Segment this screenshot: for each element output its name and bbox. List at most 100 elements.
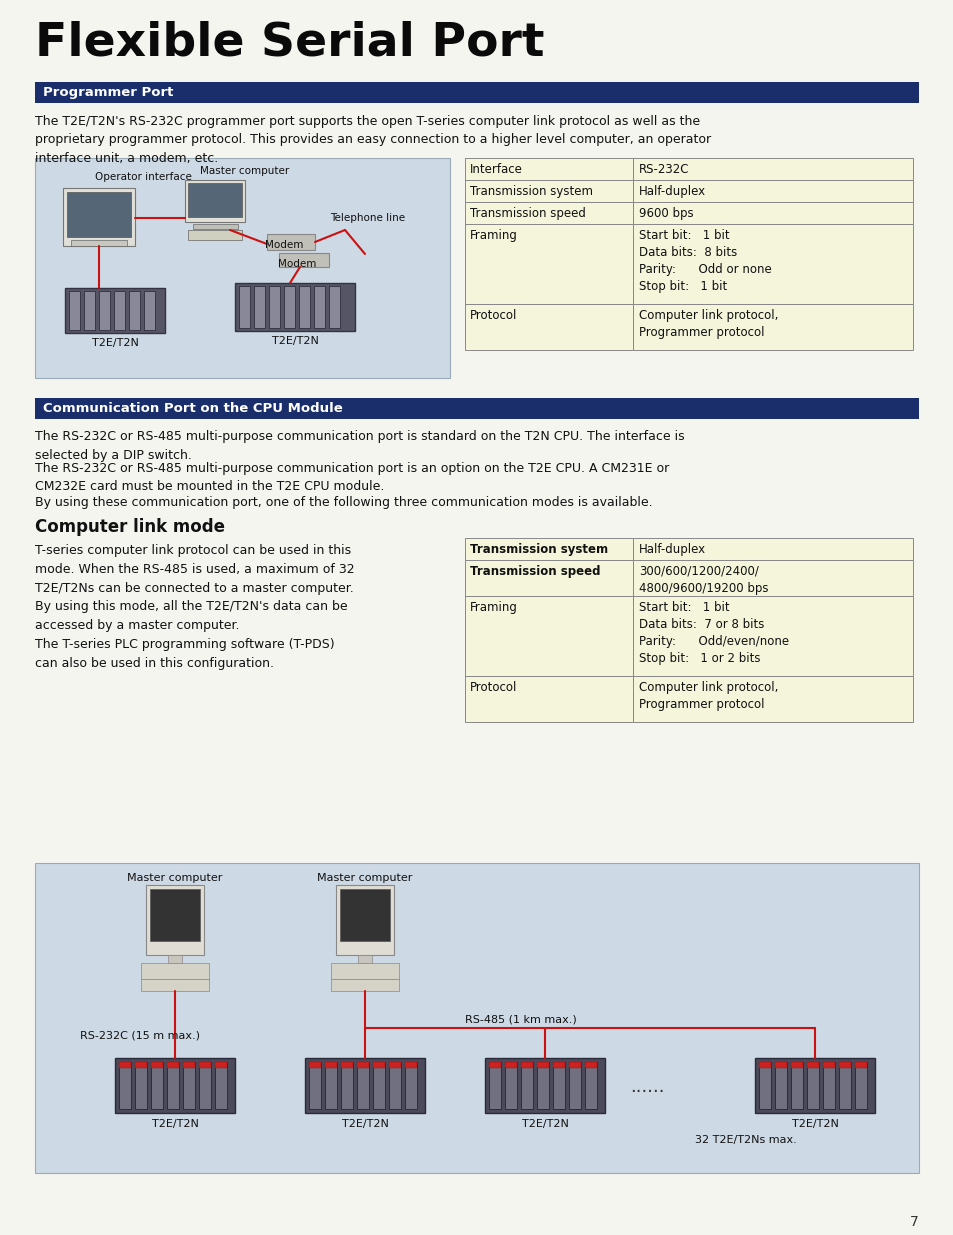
Bar (405, 1062, 416, 1109)
Bar (151, 1062, 163, 1068)
Bar (790, 1062, 802, 1109)
Bar (168, 955, 182, 963)
Bar (284, 287, 294, 329)
Bar (71, 240, 127, 246)
Bar (838, 1062, 850, 1109)
Bar (537, 1062, 548, 1068)
Bar (504, 1062, 517, 1068)
Bar (325, 1062, 336, 1109)
Bar (129, 291, 140, 330)
Bar (633, 538, 912, 559)
Bar (183, 1062, 194, 1068)
Text: Transmission system: Transmission system (470, 185, 593, 198)
Text: T2E/T2N: T2E/T2N (521, 1119, 568, 1129)
Bar (35, 82, 918, 103)
Bar (99, 291, 110, 330)
Bar (146, 885, 204, 955)
Text: Telephone line: Telephone line (330, 212, 405, 224)
Bar (822, 1062, 834, 1068)
Bar (464, 676, 633, 722)
Bar (774, 1062, 786, 1068)
Bar (35, 158, 450, 378)
Bar (504, 1062, 517, 1109)
Bar (822, 1062, 834, 1109)
Text: T2E/T2N: T2E/T2N (341, 1119, 388, 1129)
Bar (183, 1062, 194, 1109)
Bar (269, 287, 280, 329)
Text: By using these communication port, one of the following three communication mode: By using these communication port, one o… (35, 496, 652, 509)
Bar (373, 1062, 385, 1068)
Bar (188, 230, 242, 240)
Text: Interface: Interface (470, 163, 522, 177)
Bar (759, 1062, 770, 1068)
Bar (484, 1058, 604, 1113)
Text: RS-232C: RS-232C (639, 163, 689, 177)
Text: Start bit:   1 bit
Data bits:  8 bits
Parity:      Odd or none
Stop bit:   1 bit: Start bit: 1 bit Data bits: 8 bits Parit… (639, 228, 771, 293)
Bar (298, 287, 310, 329)
Bar (314, 287, 325, 329)
Bar (633, 304, 912, 350)
Text: Transmission speed: Transmission speed (470, 207, 585, 220)
Bar (214, 1062, 227, 1109)
Text: Transmission speed: Transmission speed (470, 564, 599, 578)
Bar (325, 1062, 336, 1068)
Bar (331, 979, 398, 990)
Bar (754, 1058, 874, 1113)
Bar (584, 1062, 597, 1068)
Text: Operator interface: Operator interface (95, 172, 192, 182)
Bar (214, 1062, 227, 1068)
Bar (464, 158, 633, 180)
Bar (633, 158, 912, 180)
Bar (150, 889, 200, 941)
Text: Half-duplex: Half-duplex (639, 543, 705, 556)
Bar (35, 863, 918, 1173)
Bar (188, 183, 242, 217)
Bar (464, 597, 633, 676)
Bar (838, 1062, 850, 1068)
Text: 7: 7 (909, 1215, 918, 1229)
Text: Half-duplex: Half-duplex (639, 185, 705, 198)
Bar (537, 1062, 548, 1109)
Bar (553, 1062, 564, 1109)
Bar (357, 955, 372, 963)
Bar (119, 1062, 131, 1109)
Text: The T2E/T2N's RS-232C programmer port supports the open T-series computer link p: The T2E/T2N's RS-232C programmer port su… (35, 115, 710, 165)
Bar (65, 288, 165, 333)
Text: RS-485 (1 km max.): RS-485 (1 km max.) (464, 1014, 577, 1024)
Bar (553, 1062, 564, 1068)
Text: Transmission system: Transmission system (470, 543, 607, 556)
Text: Master computer: Master computer (317, 873, 413, 883)
Bar (806, 1062, 818, 1068)
Text: The RS-232C or RS-485 multi-purpose communication port is an option on the T2E C: The RS-232C or RS-485 multi-purpose comm… (35, 462, 669, 494)
Bar (84, 291, 95, 330)
Bar (633, 676, 912, 722)
Bar (69, 291, 80, 330)
Text: Computer link protocol,
Programmer protocol: Computer link protocol, Programmer proto… (639, 309, 778, 338)
Bar (633, 597, 912, 676)
Bar (774, 1062, 786, 1109)
Bar (141, 963, 209, 979)
Text: 300/600/1200/2400/
4800/9600/19200 bps: 300/600/1200/2400/ 4800/9600/19200 bps (639, 564, 768, 595)
Bar (633, 203, 912, 224)
Text: Protocol: Protocol (470, 309, 517, 322)
Bar (63, 188, 135, 246)
Bar (854, 1062, 866, 1068)
Bar (633, 224, 912, 304)
Bar (119, 1062, 131, 1068)
Text: Modem: Modem (265, 240, 303, 249)
Text: Framing: Framing (470, 228, 517, 242)
Text: Programmer Port: Programmer Port (43, 86, 173, 99)
Bar (464, 538, 633, 559)
Bar (239, 287, 250, 329)
Text: T2E/T2N: T2E/T2N (272, 336, 318, 346)
Bar (253, 287, 265, 329)
Text: The RS-232C or RS-485 multi-purpose communication port is standard on the T2N CP: The RS-232C or RS-485 multi-purpose comm… (35, 430, 684, 462)
Text: Master computer: Master computer (127, 873, 222, 883)
Bar (305, 1058, 424, 1113)
Bar (309, 1062, 320, 1068)
Bar (405, 1062, 416, 1068)
Bar (759, 1062, 770, 1109)
Text: Flexible Serial Port: Flexible Serial Port (35, 20, 544, 65)
Bar (464, 203, 633, 224)
Text: 9600 bps: 9600 bps (639, 207, 693, 220)
